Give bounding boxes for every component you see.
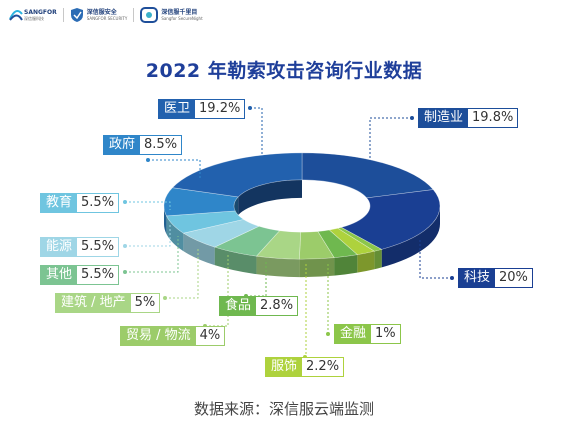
slice-1 <box>340 189 441 250</box>
slice-label-7: 其他 5.5% <box>40 265 120 285</box>
slice-label-4: 食品 2.8% <box>219 296 299 316</box>
slice-wall-4 <box>334 254 358 276</box>
slice-label-value: 5% <box>134 295 156 310</box>
leader-dot-0 <box>410 116 414 120</box>
slice-label-name: 教育 <box>41 194 78 212</box>
slice-label-5: 贸易 / 物流 4% <box>120 326 226 346</box>
slice-label-6: 建筑 / 地产 5% <box>55 293 161 313</box>
leader-line-7 <box>125 236 179 273</box>
slice-label-value: 2.8% <box>260 298 294 313</box>
slice-wall-8 <box>183 233 215 266</box>
slice-label-value: 8.5% <box>144 137 178 152</box>
slice-wall-5 <box>299 257 335 278</box>
slice-label-8: 能源 5.5% <box>40 237 120 257</box>
slice-label-value: 19.2% <box>199 101 241 116</box>
leader-dot-6 <box>163 296 167 300</box>
slice-label-11: 医卫 19.2% <box>158 99 246 119</box>
cloud-logo-name: 深信服千里目 <box>161 9 198 16</box>
security-logo-sub: SANGFOR SECURITY <box>86 16 128 21</box>
slice-label-0: 制造业 19.8% <box>418 108 519 128</box>
eye-shield-icon <box>140 7 159 23</box>
slice-wall-10 <box>164 206 167 234</box>
slice-inner-wall-11 <box>238 179 302 215</box>
slice-wall-7 <box>214 247 257 275</box>
sangfor-logo: SANGFOR 深信服科技 <box>8 8 57 22</box>
chart-title: 2022 年勒索攻击咨询行业数据 <box>145 60 423 82</box>
leader-dot-1 <box>450 276 454 280</box>
slice-label-value: 5.5% <box>81 267 115 282</box>
leader-line-11 <box>250 107 263 174</box>
leader-line-10 <box>148 159 201 178</box>
leader-dot-2 <box>326 332 330 336</box>
slice-label-name: 服饰 <box>266 358 303 376</box>
leader-line-6 <box>165 248 199 299</box>
sangfor-logo-icon <box>9 9 23 21</box>
leader-line-8 <box>125 224 171 247</box>
slice-label-name: 建筑 / 地产 <box>56 294 131 312</box>
leader-dot-10 <box>146 158 150 162</box>
slice-11 <box>171 152 303 198</box>
slice-label-name: 能源 <box>41 238 78 256</box>
slice-wall-1 <box>381 206 441 268</box>
slice-wall-3 <box>357 251 375 273</box>
leader-dot-11 <box>248 106 252 110</box>
slice-label-value: 20% <box>499 270 528 285</box>
slice-label-name: 金融 <box>335 325 372 343</box>
sangfor-logo-name: SANGFOR <box>24 9 57 16</box>
security-logo-name: 深信服安全 <box>86 9 117 16</box>
logo-bar: SANGFOR 深信服科技 深信服安全 SANGFOR SECURITY 深信服… <box>8 4 203 26</box>
security-logo: 深信服安全 SANGFOR SECURITY <box>70 7 128 23</box>
slice-label-value: 4% <box>199 328 221 343</box>
slice-wall-2 <box>374 249 382 270</box>
slice-label-value: 2.2% <box>306 359 340 374</box>
slice-label-name: 政府 <box>104 136 141 154</box>
slice-label-3: 服饰 2.2% <box>265 357 345 377</box>
source-note: 数据来源：深信服云端监测 <box>193 400 374 418</box>
donut-side-walls <box>164 179 441 278</box>
leader-line-1 <box>419 238 452 279</box>
sangfor-logo-sub: 深信服科技 <box>24 16 44 21</box>
slice-label-10: 政府 8.5% <box>103 135 183 155</box>
cloud-logo-sub: Sangfor SecureNight <box>161 16 203 21</box>
slice-label-value: 19.8% <box>472 110 514 125</box>
slice-label-name: 其他 <box>41 266 78 284</box>
shield-icon <box>70 8 83 22</box>
logo-divider <box>133 8 135 22</box>
slice-label-value: 1% <box>375 326 396 341</box>
slice-label-value: 5.5% <box>81 239 115 254</box>
cloud-logo: 深信服千里目 Sangfor SecureNight <box>140 7 203 23</box>
donut-slices <box>163 152 441 260</box>
slice-wall-6 <box>256 256 300 278</box>
slice-label-value: 5.5% <box>81 195 115 210</box>
slice-label-name: 医卫 <box>159 100 196 118</box>
leader-line-9 <box>125 201 171 210</box>
logo-divider <box>62 8 64 22</box>
slice-label-name: 科技 <box>459 269 496 287</box>
leader-line-0 <box>369 117 412 178</box>
leader-dot-8 <box>123 244 127 248</box>
leader-dot-9 <box>123 200 127 204</box>
slice-label-name: 制造业 <box>419 109 469 127</box>
slice-wall-9 <box>166 215 184 252</box>
slice-label-1: 科技 20% <box>458 268 533 288</box>
slice-label-name: 贸易 / 物流 <box>121 327 196 345</box>
leader-dot-7 <box>123 270 127 274</box>
slice-0 <box>301 152 434 199</box>
slice-label-name: 食品 <box>220 297 257 315</box>
slice-label-2: 金融 1% <box>334 324 401 344</box>
slice-label-9: 教育 5.5% <box>40 193 120 213</box>
